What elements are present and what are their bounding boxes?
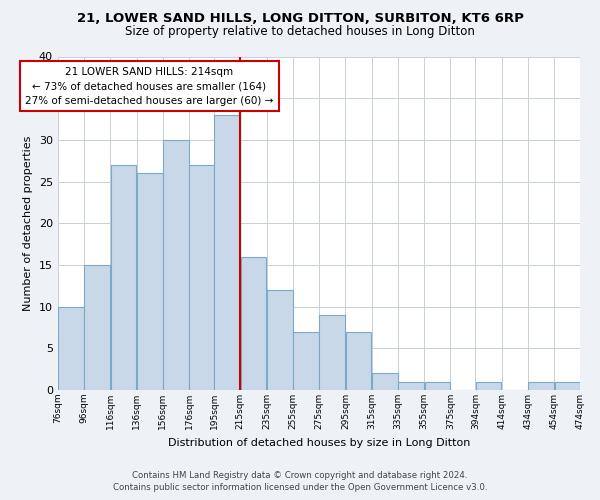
X-axis label: Distribution of detached houses by size in Long Ditton: Distribution of detached houses by size … [168, 438, 470, 448]
Bar [267, 290, 293, 390]
Bar [137, 173, 163, 390]
Bar [241, 256, 266, 390]
Bar [163, 140, 189, 390]
Bar [110, 165, 136, 390]
Bar [58, 306, 84, 390]
Text: Contains HM Land Registry data © Crown copyright and database right 2024.
Contai: Contains HM Land Registry data © Crown c… [113, 471, 487, 492]
Bar [425, 382, 450, 390]
Bar [190, 165, 214, 390]
Bar [398, 382, 424, 390]
Bar [528, 382, 554, 390]
Bar [293, 332, 319, 390]
Bar [372, 374, 398, 390]
Bar [476, 382, 502, 390]
Text: 21 LOWER SAND HILLS: 214sqm
← 73% of detached houses are smaller (164)
27% of se: 21 LOWER SAND HILLS: 214sqm ← 73% of det… [25, 66, 274, 106]
Bar [85, 265, 110, 390]
Text: 21, LOWER SAND HILLS, LONG DITTON, SURBITON, KT6 6RP: 21, LOWER SAND HILLS, LONG DITTON, SURBI… [77, 12, 523, 26]
Bar [319, 315, 345, 390]
Bar [346, 332, 371, 390]
Bar [214, 115, 240, 390]
Bar [554, 382, 580, 390]
Text: Size of property relative to detached houses in Long Ditton: Size of property relative to detached ho… [125, 25, 475, 38]
Y-axis label: Number of detached properties: Number of detached properties [23, 136, 33, 311]
